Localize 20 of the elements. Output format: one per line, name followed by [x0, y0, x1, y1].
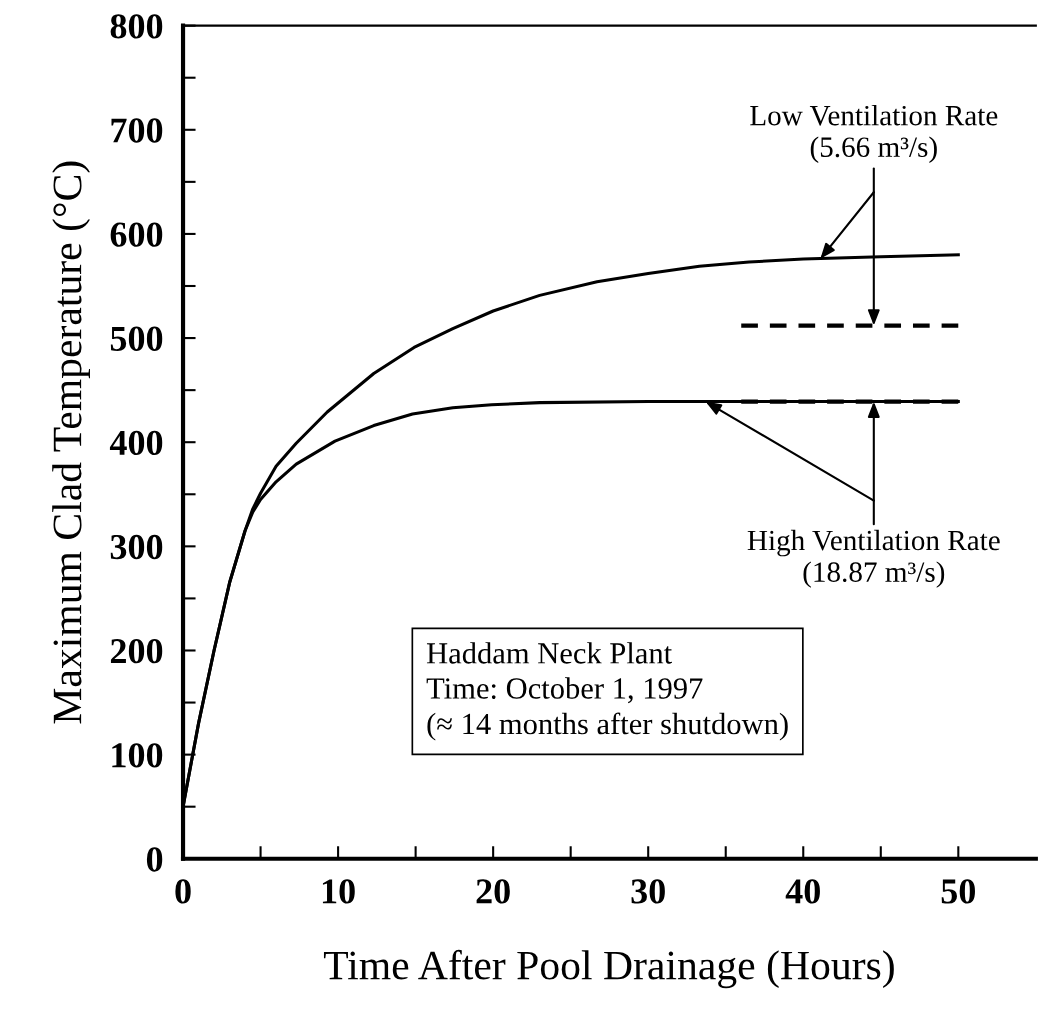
- x-tick-label: 10: [322, 879, 355, 904]
- y-tick-label: 800: [110, 14, 163, 39]
- y-axis-title: Maximum Clad Temperature (°C): [52, 161, 90, 724]
- x-tick-label: 30: [631, 879, 665, 904]
- x-tick-label: 50: [941, 879, 975, 904]
- y-tick-label: 100: [112, 743, 163, 768]
- annotation: Haddam Neck Plant Time: October 1, 1997 (≈ 14 months after shutdown): [426, 642, 788, 741]
- y-tick-label: 200: [110, 639, 163, 664]
- x-tick-label: 40: [785, 879, 820, 904]
- x-axis-title: Time After Pool Drainage (Hours): [323, 949, 894, 989]
- annotation: Low Ventilation Rate (5.66 m³/s): [750, 104, 998, 163]
- x-tick-label: 20: [476, 879, 510, 904]
- y-tick-label: 700: [111, 118, 163, 143]
- y-tick-label: 400: [109, 430, 163, 456]
- y-tick-label: 0: [146, 847, 163, 872]
- y-tick-label: 600: [110, 222, 163, 247]
- y-tick-label: 300: [110, 534, 163, 560]
- annotation: High Ventilation Rate (18.87 m³/s): [747, 529, 1000, 588]
- y-tick-label: 500: [110, 326, 163, 351]
- x-tick-label: 0: [175, 879, 191, 904]
